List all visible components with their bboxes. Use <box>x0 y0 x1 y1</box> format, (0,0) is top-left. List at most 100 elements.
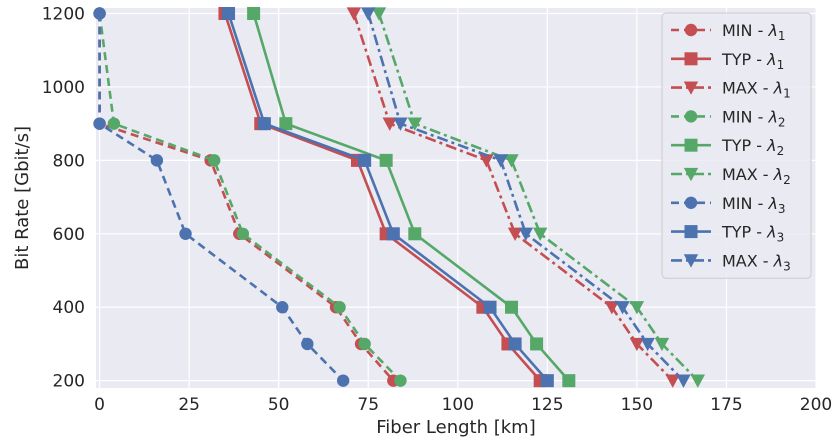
legend-label: TYP - λ2 <box>721 136 784 158</box>
x-tick-label: 0 <box>94 395 105 415</box>
data-point-triangle <box>346 7 362 21</box>
data-point-square <box>508 337 522 351</box>
data-point-triangle <box>479 154 494 168</box>
data-point-circle <box>107 117 121 130</box>
legend-marker-triangle <box>683 254 699 268</box>
legend-marker-triangle <box>683 81 699 95</box>
data-point-triangle <box>640 337 655 352</box>
legend-label: TYP - λ1 <box>721 50 784 72</box>
data-point-triangle <box>407 117 423 131</box>
x-tick-label: 150 <box>621 395 653 415</box>
y-tick-label: 600 <box>53 225 85 245</box>
legend-entry: MAX - λ1 <box>671 79 791 101</box>
data-point-triangle <box>518 227 534 241</box>
data-point-triangle <box>676 374 691 388</box>
legend-entry: TYP - λ2 <box>671 136 784 158</box>
data-point-square <box>379 153 393 167</box>
legend: MIN - λ1 TYP - λ1 MAX - λ1 MIN - λ2 TYP - λ2… <box>661 12 812 279</box>
legend-box <box>661 12 812 279</box>
data-point-triangle <box>629 301 645 315</box>
data-point-triangle <box>493 154 508 168</box>
data-point-square <box>358 153 372 167</box>
legend-label: MIN - λ1 <box>722 21 786 43</box>
legend-label: MAX - λ1 <box>722 79 791 101</box>
legend-entry: MIN - λ3 <box>671 194 786 216</box>
data-point-square <box>483 300 497 314</box>
data-point-square <box>386 227 400 241</box>
data-point-square <box>247 7 261 21</box>
legend-marker-square <box>684 52 698 66</box>
legend-marker-circle <box>684 196 698 209</box>
legend-entry: TYP - λ1 <box>671 50 784 72</box>
data-point-triangle <box>665 374 680 388</box>
series-7 <box>93 7 350 387</box>
data-point-circle <box>333 301 346 314</box>
x-tick-label: 25 <box>178 395 200 415</box>
data-point-triangle <box>371 7 387 21</box>
legend-label: MAX - λ3 <box>722 251 791 273</box>
data-point-circle <box>93 117 106 130</box>
data-point-circle <box>150 154 164 167</box>
legend-label: MAX - λ2 <box>722 165 791 187</box>
tick-labels: 0 25 50 75 100 125 150 175 200 200 400 600 800 1000 12… <box>42 5 832 415</box>
series-3 <box>346 7 680 388</box>
data-point-circle <box>358 337 371 351</box>
data-point-triangle <box>629 337 645 352</box>
series-6 <box>371 7 705 388</box>
legend-marker-circle <box>684 23 698 37</box>
x-axis-label: Fiber Length [km] <box>376 417 535 438</box>
data-point-square <box>530 337 544 351</box>
x-tick-label: 175 <box>710 395 742 415</box>
x-tick-label: 125 <box>531 395 563 415</box>
data-point-triangle <box>382 117 397 131</box>
data-point-square <box>562 374 576 388</box>
data-point-square <box>408 227 422 241</box>
data-point-square <box>222 7 236 21</box>
legend-entry: TYP - λ3 <box>671 223 784 245</box>
legend-marker-triangle <box>683 167 699 182</box>
legend-entry: MIN - λ1 <box>671 21 786 43</box>
data-point-square <box>257 117 271 131</box>
data-point-triangle <box>393 117 408 131</box>
y-tick-label: 400 <box>53 298 85 318</box>
series-layer <box>93 7 705 388</box>
y-tick-label: 1200 <box>42 5 85 25</box>
data-point-circle <box>276 301 289 314</box>
data-point-circle <box>301 337 314 351</box>
series-8 <box>222 7 554 388</box>
data-point-triangle <box>504 154 519 168</box>
data-point-triangle <box>361 7 376 21</box>
legend-marker-square <box>684 225 698 239</box>
legend-label: TYP - λ3 <box>721 223 784 245</box>
data-point-triangle <box>654 337 670 352</box>
legend-marker-square <box>684 138 698 152</box>
data-point-circle <box>179 227 192 240</box>
data-point-triangle <box>690 374 705 388</box>
data-point-square <box>279 117 293 131</box>
data-point-triangle <box>615 301 630 315</box>
y-tick-label: 800 <box>53 151 85 171</box>
data-point-square <box>540 374 554 388</box>
data-point-triangle <box>604 301 620 315</box>
x-tick-label: 100 <box>442 395 474 415</box>
data-point-square <box>505 300 519 314</box>
series-5 <box>247 7 576 388</box>
x-tick-label: 75 <box>357 395 379 415</box>
legend-entry: MAX - λ2 <box>671 165 791 187</box>
y-tick-label: 200 <box>53 372 85 392</box>
series-9 <box>361 7 691 388</box>
data-point-circle <box>208 154 221 167</box>
legend-label: MIN - λ2 <box>722 107 786 129</box>
legend-marker-circle <box>684 110 698 123</box>
data-point-triangle <box>532 227 548 241</box>
legend-entry: MAX - λ3 <box>671 251 791 273</box>
y-tick-label: 1000 <box>42 78 85 98</box>
data-point-circle <box>336 374 350 387</box>
data-point-circle <box>93 7 106 20</box>
legend-entry: MIN - λ2 <box>671 107 786 129</box>
data-point-circle <box>236 227 250 240</box>
x-tick-label: 50 <box>268 395 290 415</box>
y-axis-label: Bit Rate [Gbit/s] <box>12 126 33 270</box>
data-point-triangle <box>507 227 523 241</box>
